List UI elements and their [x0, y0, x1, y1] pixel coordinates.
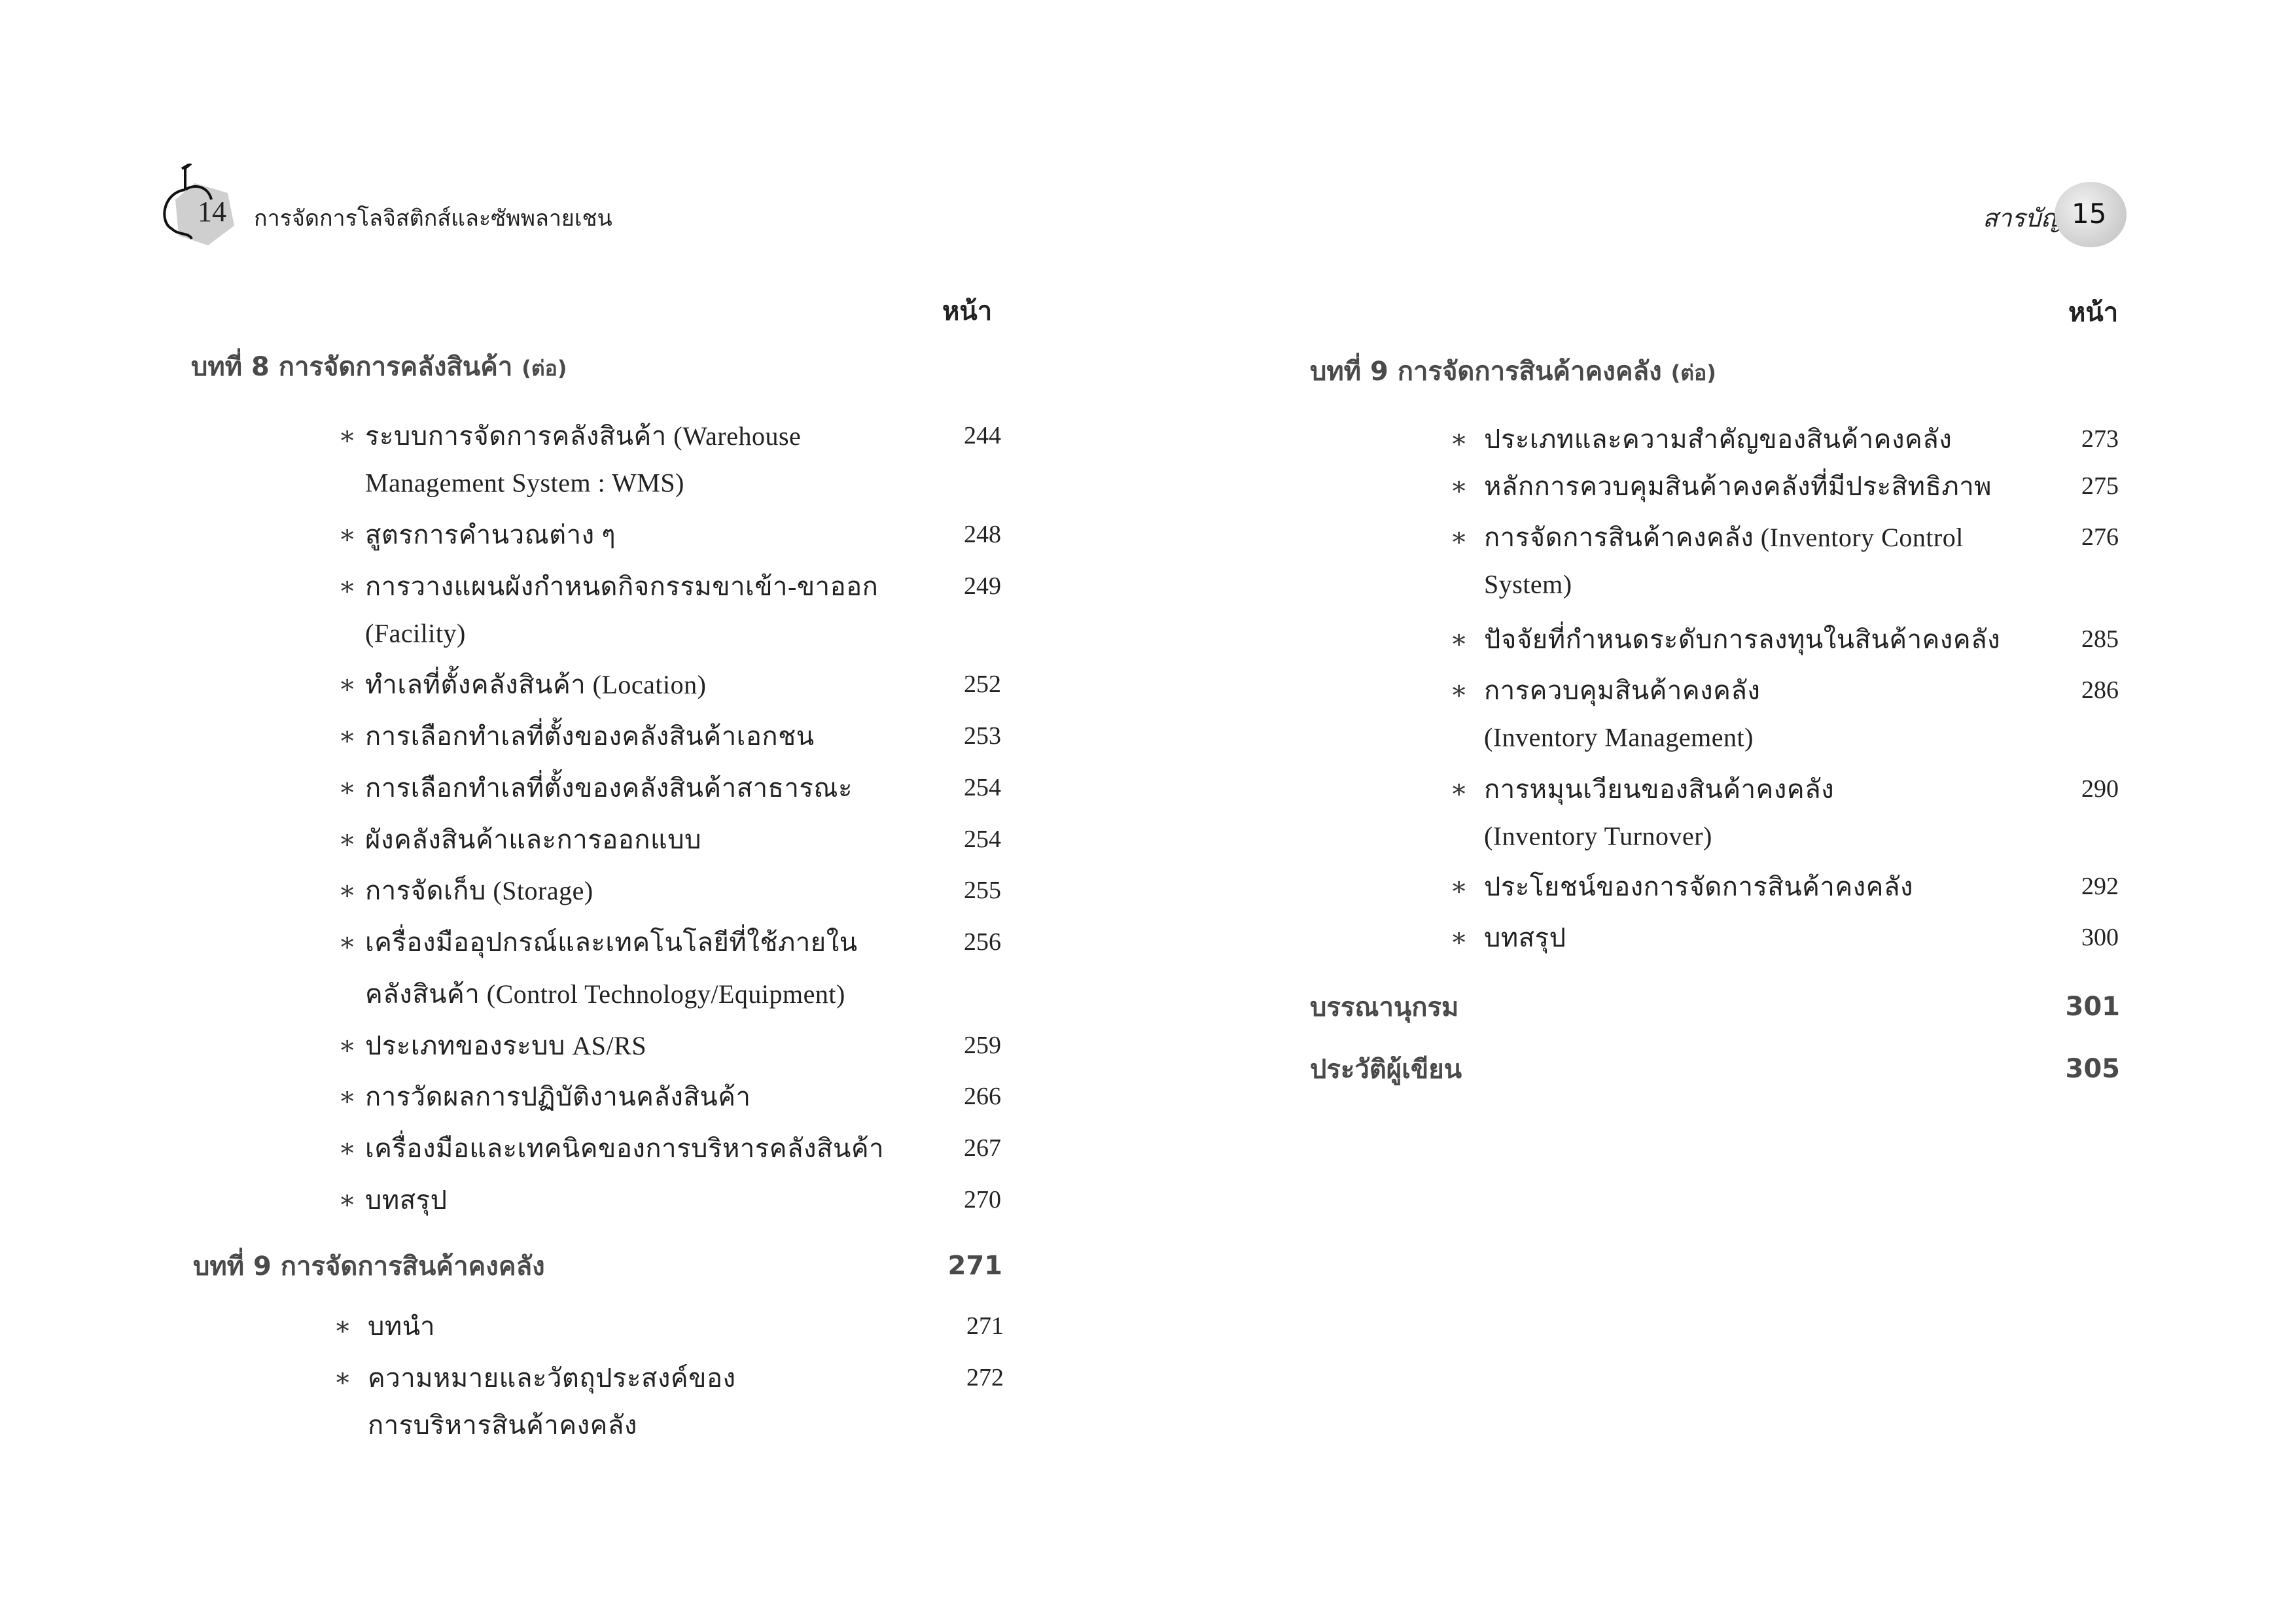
bullet-icon: ∗: [1450, 424, 1468, 453]
toc-entry-page: 276: [2081, 523, 2119, 551]
toc-entry-text: การจัดการสินค้าคงคลัง (Inventory Control: [1484, 523, 1964, 553]
toc-entry-text: บทสรุป: [1484, 923, 1566, 953]
toc-entry-text: เครื่องมืออุปกรณ์และเทคโนโลยีที่ใช้ภายใน: [365, 928, 858, 957]
bullet-icon: ∗: [338, 773, 357, 803]
author-bio-page: 305: [2065, 1054, 2121, 1084]
toc-entry-text: การวางแผนผังกำหนดกิจกรรมขาเข้า-ขาออก: [365, 571, 879, 601]
toc-entry-text: (Inventory Turnover): [1484, 821, 1712, 851]
toc-entry-text: ทำเลที่ตั้งคลังสินค้า (Location): [365, 670, 707, 700]
toc-entry-page: 271: [966, 1312, 1004, 1340]
toc-entry-text: สูตรการคำนวณต่าง ๆ: [365, 519, 616, 550]
toc-entry-text: System): [1484, 569, 1572, 599]
toc-entry-text: Management System : WMS): [365, 468, 684, 498]
toc-entry-page: 259: [964, 1031, 1001, 1059]
toc-entry-text: (Facility): [365, 618, 466, 648]
left-running-header: การจัดการโลจิสติกส์และซัพพลายเชน: [254, 205, 612, 232]
toc-entry-page: 244: [964, 422, 1001, 449]
toc-entry-text: หลักการควบคุมสินค้าคงคลังที่มีประสิทธิภา…: [1484, 471, 1992, 501]
bullet-icon: ∗: [1450, 871, 1468, 901]
toc-entry-page: 272: [966, 1364, 1004, 1391]
toc-entry-text: บทนำ: [368, 1312, 436, 1342]
bullet-icon: ∗: [338, 875, 357, 905]
toc-entry-page: 254: [964, 773, 1001, 801]
bibliography-heading: บรรณานุกรม: [1310, 992, 1459, 1022]
bullet-icon: ∗: [338, 927, 357, 957]
left-chapter9-heading: บทที่ 9 การจัดการสินค้าคงคลัง: [193, 1251, 545, 1282]
toc-entry-text: ระบบการจัดการคลังสินค้า (Warehouse: [365, 421, 802, 451]
chapter-title: บทที่ 8 การจัดการคลังสินค้า: [191, 352, 513, 382]
bullet-icon: ∗: [334, 1311, 352, 1341]
toc-entry-page: 267: [964, 1134, 1001, 1162]
toc-entry-text: ความหมายและวัตถุประสงค์ของ: [368, 1363, 736, 1393]
right-chapter9-heading: บทที่ 9 การจัดการสินค้าคงคลัง (ต่อ): [1310, 350, 1716, 392]
toc-entry-page: 300: [2081, 924, 2119, 952]
bullet-icon: ∗: [338, 824, 357, 854]
chapter-title: บทที่ 9 การจัดการสินค้าคงคลัง: [1310, 357, 1662, 387]
toc-entry-text: ประเภทของระบบ AS/RS: [365, 1030, 647, 1060]
bullet-icon: ∗: [338, 519, 357, 550]
book-mascot-icon: [163, 162, 234, 245]
bullet-icon: ∗: [1450, 922, 1468, 952]
bullet-icon: ∗: [338, 1133, 357, 1163]
toc-entry-page: 248: [964, 520, 1001, 548]
toc-entry-page: 273: [2081, 425, 2119, 453]
toc-entry-text: การเลือกทำเลที่ตั้งของคลังสินค้าสาธารณะ: [365, 773, 853, 803]
toc-entry-text: การหมุนเวียนของสินค้าคงคลัง: [1484, 775, 1835, 804]
bullet-icon: ∗: [338, 1185, 357, 1215]
toc-entry-page: 255: [964, 877, 1001, 905]
toc-entry-page: 275: [2081, 472, 2119, 500]
toc-entry-text: การจัดเก็บ (Storage): [365, 876, 593, 906]
toc-entry-text: บทสรุป: [365, 1185, 448, 1215]
left-page-column-label: หน้า: [942, 296, 993, 326]
toc-entry-page: 285: [2081, 625, 2119, 653]
toc-entry-text: เครื่องมือและเทคนิคของการบริหารคลังสินค้…: [365, 1134, 885, 1163]
toc-entry-page: 270: [964, 1185, 1001, 1213]
bullet-icon: ∗: [338, 1030, 357, 1060]
bullet-icon: ∗: [338, 721, 357, 751]
toc-entry-text: ผังคลังสินค้าและการออกแบบ: [365, 824, 702, 854]
bibliography-page: 301: [2065, 992, 2121, 1022]
bullet-icon: ∗: [334, 1363, 352, 1393]
author-bio-heading: ประวัติผู้เขียน: [1310, 1055, 1462, 1085]
bullet-icon: ∗: [338, 1081, 357, 1111]
toc-entry-text: ประโยชน์ของการจัดการสินค้าคงคลัง: [1484, 871, 1913, 901]
toc-entry-text: คลังสินค้า (Control Technology/Equipment…: [365, 979, 845, 1009]
toc-entry-page: 252: [964, 671, 1001, 699]
left-page-number: 14: [198, 196, 226, 228]
toc-entry-page: 286: [2081, 676, 2119, 705]
toc-entry-text: การควบคุมสินค้าคงคลัง: [1484, 676, 1761, 706]
right-running-header: สารบัญ: [1983, 203, 2062, 233]
bullet-icon: ∗: [338, 421, 357, 451]
toc-entry-page: 266: [964, 1083, 1001, 1111]
toc-entry-page: 290: [2081, 775, 2119, 803]
toc-entry-page: 254: [964, 825, 1001, 853]
toc-entry-page: 292: [2081, 872, 2119, 900]
toc-entry-text: (Inventory Management): [1484, 722, 1754, 752]
bullet-icon: ∗: [1450, 522, 1468, 552]
left-chapter8-heading: บทที่ 8 การจัดการคลังสินค้า (ต่อ): [191, 345, 567, 387]
bullet-icon: ∗: [1450, 471, 1468, 500]
bullet-icon: ∗: [1450, 675, 1468, 705]
left-page-badge: 14: [156, 162, 247, 249]
right-page-badge: 15: [2055, 182, 2127, 247]
toc-entry-text: การเลือกทำเลที่ตั้งของคลังสินค้าเอกชน: [365, 722, 815, 751]
toc-entry-text: การบริหารสินค้าคงคลัง: [368, 1410, 637, 1440]
bullet-icon: ∗: [338, 571, 357, 601]
toc-entry-text: ประเภทและความสำคัญของสินค้าคงคลัง: [1484, 424, 1952, 454]
right-page-column-label: หน้า: [2068, 298, 2119, 328]
bullet-icon: ∗: [1450, 774, 1468, 804]
right-page-number: 15: [2072, 198, 2107, 230]
continued-label: (ต่อ): [521, 356, 567, 381]
bullet-icon: ∗: [338, 669, 357, 699]
toc-entry-text: ปัจจัยที่กำหนดระดับการลงทุนในสินค้าคงคลั…: [1484, 624, 2001, 654]
left-chapter9-page: 271: [947, 1251, 1003, 1281]
bullet-icon: ∗: [1450, 624, 1468, 654]
toc-entry-page: 249: [964, 572, 1001, 600]
continued-label: (ต่อ): [1670, 360, 1716, 385]
toc-entry-page: 256: [964, 928, 1001, 956]
toc-entry-page: 253: [964, 722, 1001, 750]
toc-entry-text: การวัดผลการปฏิบัติงานคลังสินค้า: [365, 1082, 751, 1112]
